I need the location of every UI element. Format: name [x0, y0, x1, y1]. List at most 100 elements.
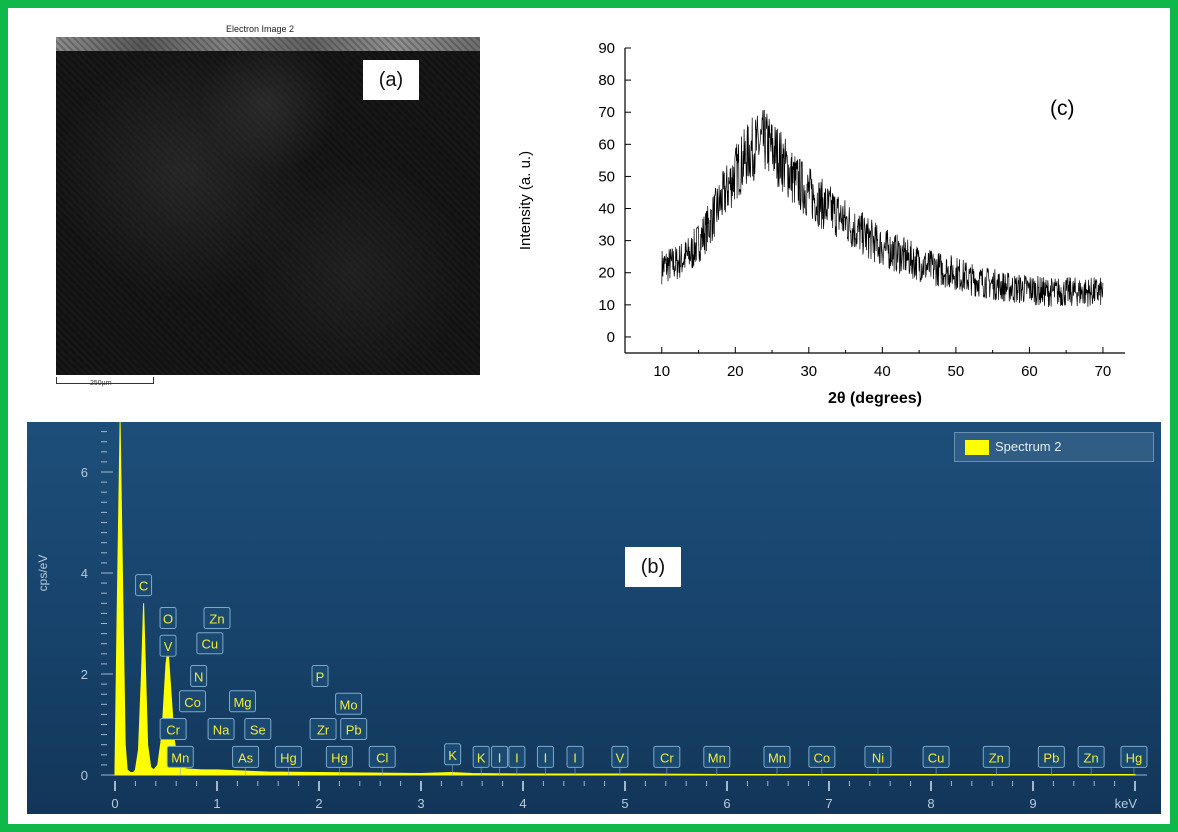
- eds-element-tag-box: [311, 665, 329, 688]
- eds-element-tag-label: Zn: [1084, 750, 1099, 765]
- sem-micrograph: [56, 37, 480, 375]
- eds-x-axis-label: keV: [1115, 796, 1138, 811]
- xrd-y-tick-label: 0: [607, 329, 615, 346]
- eds-y-tick-label: 4: [81, 566, 88, 581]
- eds-element-tag: Mn: [703, 745, 731, 775]
- eds-element-tag-label: Mo: [340, 697, 358, 712]
- eds-element-tag: Co: [808, 745, 836, 775]
- eds-x-tick-label: 0: [111, 796, 118, 811]
- eds-element-tag-label: I: [498, 750, 502, 765]
- eds-element-tag-label: Cu: [928, 750, 945, 765]
- eds-element-tag: Mg: [229, 690, 256, 713]
- xrd-x-tick-label: 50: [948, 363, 965, 380]
- eds-element-tag-label: Pb: [346, 723, 362, 738]
- eds-element-tag: Zn: [982, 745, 1010, 775]
- xrd-x-tick-label: 20: [727, 363, 744, 380]
- eds-element-tag-box: [159, 606, 177, 629]
- eds-x-tick-label: 3: [417, 796, 424, 811]
- eds-element-tag-label: V: [164, 639, 173, 654]
- eds-element-tag-label: Co: [184, 695, 201, 710]
- eds-element-tag: Co: [179, 690, 207, 713]
- eds-element-tag: I: [491, 745, 509, 775]
- eds-element-tag-label: K: [448, 748, 457, 763]
- eds-element-tag-box: [335, 692, 363, 715]
- eds-element-tag: O: [159, 606, 177, 629]
- xrd-y-tick-label: 50: [598, 168, 615, 185]
- eds-element-tag-label: Hg: [331, 750, 348, 765]
- legend-swatch: [965, 440, 989, 455]
- eds-y-tick-label: 2: [81, 667, 88, 682]
- eds-element-tag: P: [311, 665, 329, 688]
- eds-x-tick-label: 5: [621, 796, 628, 811]
- eds-element-tag: Ni: [864, 745, 892, 775]
- xrd-y-tick-label: 30: [598, 233, 615, 250]
- eds-element-tag-label: Cu: [202, 637, 219, 652]
- eds-x-tick-label: 1: [213, 796, 220, 811]
- eds-element-tag-label: Ni: [872, 750, 884, 765]
- scale-bar: [56, 377, 154, 384]
- eds-element-tag: Cu: [922, 745, 950, 775]
- eds-element-tag: Na: [207, 718, 235, 741]
- xrd-x-tick-label: 30: [800, 363, 817, 380]
- eds-element-tag: Mo: [335, 692, 363, 715]
- eds-element-tag: Cr: [159, 718, 187, 741]
- eds-element-tag: Mn: [166, 745, 194, 775]
- xrd-y-tick-label: 90: [598, 40, 615, 57]
- eds-element-tag-label: Zn: [989, 750, 1004, 765]
- eds-element-tag-box: [244, 718, 272, 741]
- eds-element-tag-box: [229, 690, 256, 713]
- eds-element-tag-label: Cr: [660, 750, 674, 765]
- eds-y-axis-label: cps/eV: [36, 555, 50, 592]
- panel-label-a: (a): [363, 60, 419, 100]
- eds-element-tag: I: [508, 745, 526, 775]
- eds-element-tag-label: N: [194, 670, 203, 685]
- eds-y-tick-label: 6: [81, 465, 88, 480]
- eds-x-tick-label: 4: [519, 796, 526, 811]
- xrd-x-tick-label: 60: [1021, 363, 1038, 380]
- sem-image-title: Electron Image 2: [225, 24, 295, 34]
- eds-element-tag-label: Mn: [171, 750, 189, 765]
- eds-element-tag-label: Mg: [233, 695, 251, 710]
- eds-element-tag-label: C: [139, 579, 148, 594]
- eds-element-tag: C: [135, 574, 153, 597]
- eds-element-tag: I: [566, 745, 584, 775]
- eds-element-tag-box: [179, 690, 207, 713]
- eds-element-tag-box: [159, 634, 177, 657]
- eds-element-tag: Cu: [196, 632, 224, 655]
- eds-element-tag-label: I: [544, 750, 548, 765]
- eds-element-tag-label: Na: [213, 723, 230, 738]
- eds-element-tag: Pb: [340, 718, 368, 741]
- eds-element-tag-label: Mn: [768, 750, 786, 765]
- eds-element-tag: K: [472, 745, 490, 775]
- eds-element-tag: Mn: [763, 745, 791, 775]
- eds-element-tag: Zr: [309, 718, 337, 741]
- xrd-x-axis-label: 2θ (degrees): [828, 390, 922, 407]
- eds-element-tag-box: [340, 718, 368, 741]
- eds-element-tag: K: [444, 743, 462, 775]
- xrd-series-line: [661, 109, 1104, 308]
- xrd-y-tick-label: 80: [598, 72, 615, 89]
- eds-element-tag-label: K: [477, 750, 486, 765]
- xrd-y-tick-label: 20: [598, 265, 615, 282]
- legend-label: Spectrum 2: [995, 439, 1062, 454]
- eds-element-tag-label: O: [163, 611, 173, 626]
- eds-element-tag-box: [135, 574, 153, 597]
- eds-element-tag-label: Zr: [317, 723, 330, 738]
- eds-element-tag: Cl: [368, 745, 396, 775]
- eds-x-tick-label: 7: [825, 796, 832, 811]
- xrd-y-tick-label: 40: [598, 201, 615, 218]
- sem-edge-band: [56, 37, 480, 51]
- eds-element-tag-label: V: [616, 750, 625, 765]
- eds-element-tag-label: Mn: [708, 750, 726, 765]
- eds-element-tag: As: [232, 745, 260, 775]
- eds-element-tag-label: I: [515, 750, 519, 765]
- panel-label-b: (b): [625, 547, 681, 587]
- eds-element-tag-label: Zn: [209, 611, 224, 626]
- eds-element-tag: Cr: [653, 745, 681, 775]
- eds-element-tag-label: Cr: [166, 723, 180, 738]
- eds-element-tag-label: As: [238, 750, 254, 765]
- eds-x-tick-label: 2: [315, 796, 322, 811]
- eds-element-tag: Se: [244, 718, 272, 741]
- eds-element-tag-label: P: [316, 670, 325, 685]
